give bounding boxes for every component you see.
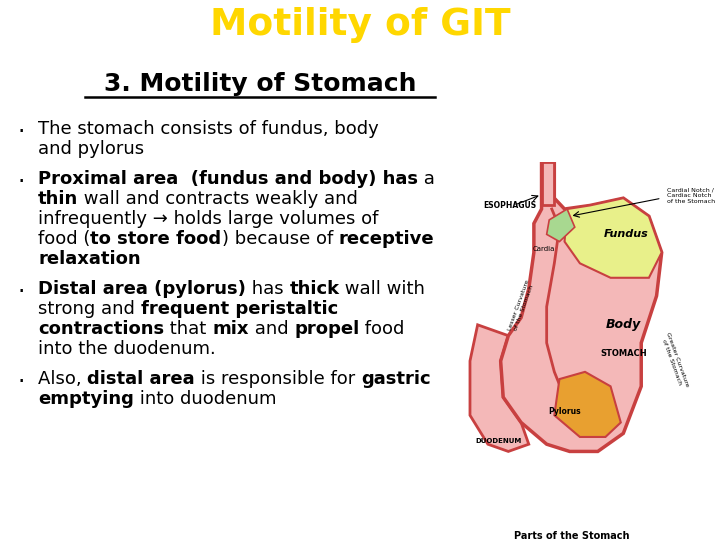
Text: Body: Body <box>606 318 641 332</box>
Text: has: has <box>246 280 289 298</box>
Text: and pylorus: and pylorus <box>38 140 144 158</box>
Polygon shape <box>554 372 621 437</box>
Text: food (: food ( <box>38 230 91 248</box>
Text: ·: · <box>18 370 25 394</box>
Text: Cardia: Cardia <box>533 246 555 252</box>
Text: DUODENUM: DUODENUM <box>475 437 521 443</box>
Text: food: food <box>359 320 405 338</box>
Text: Pylorus: Pylorus <box>548 407 581 416</box>
Text: ESOPHAGUS: ESOPHAGUS <box>482 201 536 210</box>
Polygon shape <box>564 198 662 278</box>
Text: Cardial Notch /
Cardiac Notch
of the Stomach: Cardial Notch / Cardiac Notch of the Sto… <box>667 187 715 204</box>
Text: that: that <box>164 320 212 338</box>
Text: Proximal area  (fundus and body) has: Proximal area (fundus and body) has <box>38 170 418 188</box>
Text: propel: propel <box>294 320 359 338</box>
Text: contractions: contractions <box>38 320 164 338</box>
Text: into duodenum: into duodenum <box>134 390 276 408</box>
Text: Greater Curvature
of the Stomach: Greater Curvature of the Stomach <box>660 332 689 390</box>
Text: Fundus: Fundus <box>603 230 648 239</box>
Polygon shape <box>500 162 662 451</box>
Text: strong and: strong and <box>38 300 140 318</box>
Polygon shape <box>546 209 575 241</box>
Text: 3. Motility of Stomach: 3. Motility of Stomach <box>104 72 416 96</box>
Text: thick: thick <box>289 280 339 298</box>
Text: emptying: emptying <box>38 390 134 408</box>
Text: distal area: distal area <box>87 370 195 388</box>
Text: thin: thin <box>38 190 78 208</box>
Text: receptive: receptive <box>338 230 434 248</box>
Text: infrequently → holds large volumes of: infrequently → holds large volumes of <box>38 210 379 228</box>
Text: wall and contracts weakly and: wall and contracts weakly and <box>78 190 358 208</box>
Text: gastric: gastric <box>361 370 431 388</box>
Text: The stomach consists of fundus, body: The stomach consists of fundus, body <box>38 120 379 138</box>
Text: Also,: Also, <box>38 370 87 388</box>
Polygon shape <box>541 162 554 205</box>
Text: ·: · <box>18 280 25 304</box>
Text: ) because of: ) because of <box>222 230 338 248</box>
Text: frequent peristaltic: frequent peristaltic <box>140 300 338 318</box>
Text: and: and <box>248 320 294 338</box>
Text: Lesser Curvature
of the Stomach: Lesser Curvature of the Stomach <box>507 280 536 334</box>
Text: relaxation: relaxation <box>38 250 140 268</box>
Text: ·: · <box>18 170 25 194</box>
Text: Motility of GIT: Motility of GIT <box>210 7 510 43</box>
Text: wall with: wall with <box>339 280 426 298</box>
Text: into the duodenum.: into the duodenum. <box>38 340 216 358</box>
Polygon shape <box>470 325 528 451</box>
Text: to store food: to store food <box>91 230 222 248</box>
Text: Parts of the Stomach: Parts of the Stomach <box>515 531 630 540</box>
Text: mix: mix <box>212 320 248 338</box>
Text: is responsible for: is responsible for <box>195 370 361 388</box>
Text: Distal area (pylorus): Distal area (pylorus) <box>38 280 246 298</box>
Text: a: a <box>418 170 435 188</box>
Text: STOMACH: STOMACH <box>600 349 647 358</box>
Text: ·: · <box>18 120 25 144</box>
